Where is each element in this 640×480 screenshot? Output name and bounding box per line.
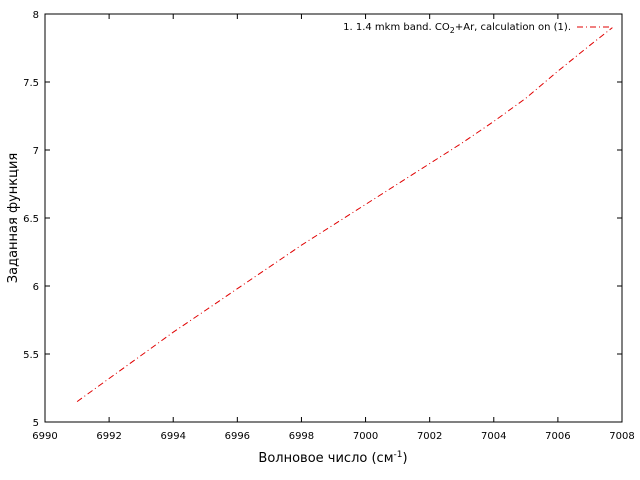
legend-label-part-1: 1. 1.4 mkm band. CO	[343, 22, 450, 33]
y-tick-label: 8	[33, 10, 39, 21]
series-line	[76, 27, 613, 403]
x-tick-label: 7000	[353, 431, 378, 442]
x-tick-label: 6996	[225, 431, 250, 442]
x-axis-ticks: 6990 6992 6994 6996 6998 7000 7002 7004 7006 7008	[32, 14, 635, 442]
plot-frame	[44, 13, 623, 423]
x-tick-label: 7002	[417, 431, 442, 442]
legend-entry-label: 1. 1.4 mkm band. CO2+Ar, calculation on …	[343, 22, 571, 35]
x-tick-label: 6998	[289, 431, 314, 442]
series-layer	[76, 27, 613, 403]
y-tick-label: 6.5	[23, 214, 39, 225]
x-axis-label-main: Волновое число (см	[258, 451, 393, 466]
x-axis-label-sup: -1	[394, 450, 403, 460]
y-tick-label: 5.5	[23, 350, 39, 361]
x-tick-label: 6994	[160, 431, 185, 442]
x-tick-label: 7006	[545, 431, 570, 442]
y-tick-label: 7.5	[23, 78, 39, 89]
legend-label-part-2: +Ar, calculation on (1).	[455, 22, 571, 33]
legend-label-subscript: 2	[450, 26, 455, 35]
x-axis-label: Волновое число (см-1)	[258, 450, 407, 466]
y-tick-label: 6	[33, 282, 39, 293]
x-tick-label: 7004	[481, 431, 506, 442]
legend: 1. 1.4 mkm band. CO2+Ar, calculation on …	[343, 22, 611, 35]
x-tick-label: 6992	[96, 431, 121, 442]
x-tick-label: 6990	[32, 431, 57, 442]
y-axis-ticks: 5 5.5 6 6.5 7 7.5 8	[23, 10, 622, 429]
y-tick-label: 7	[33, 146, 39, 157]
y-axis-label: Заданная функция	[6, 153, 21, 283]
y-tick-label: 5	[33, 418, 39, 429]
x-tick-label: 7008	[609, 431, 634, 442]
x-axis-label-end: )	[402, 451, 407, 466]
